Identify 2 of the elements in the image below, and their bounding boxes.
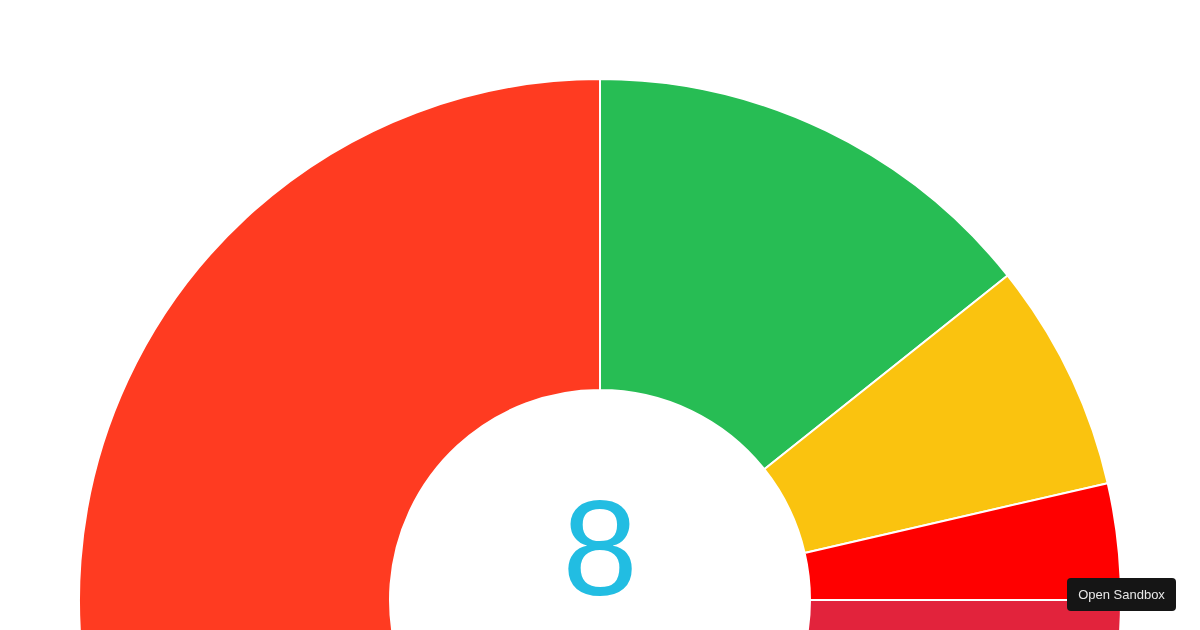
- text: 8: [562, 472, 638, 624]
- floating-button: Open Sandbox: [1067, 578, 1176, 611]
